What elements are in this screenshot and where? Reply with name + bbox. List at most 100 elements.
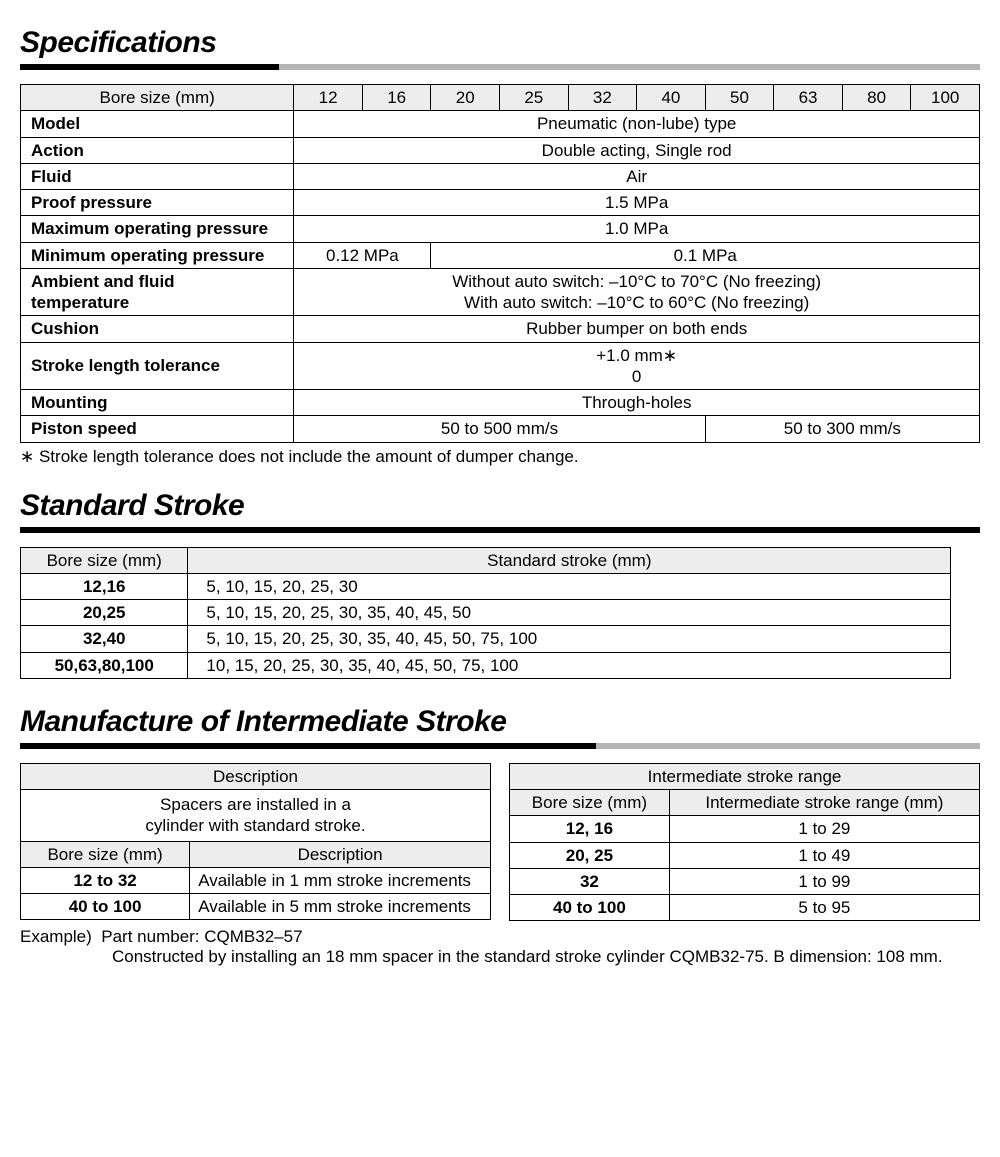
inter-left-row: 12 to 32 Available in 1 mm stroke increm… bbox=[21, 867, 491, 893]
stroke-values: 10, 15, 20, 25, 30, 35, 40, 45, 50, 75, … bbox=[188, 652, 951, 678]
stroke-row: 12,16 5, 10, 15, 20, 25, 30 bbox=[21, 573, 951, 599]
spec-row-piston: Piston speed 50 to 500 mm/s 50 to 300 mm… bbox=[21, 416, 980, 442]
example-line1: Part number: CQMB32–57 bbox=[101, 927, 302, 946]
stroke-rule-black bbox=[20, 527, 980, 533]
stroke-table: Bore size (mm) Standard stroke (mm) 12,1… bbox=[20, 547, 951, 679]
inter-right-range: 1 to 29 bbox=[669, 816, 979, 842]
row-value: Through-holes bbox=[294, 390, 980, 416]
stroke-values: 5, 10, 15, 20, 25, 30, 35, 40, 45, 50 bbox=[188, 600, 951, 626]
row-value: 1.0 MPa bbox=[294, 216, 980, 242]
row-value: Without auto switch: –10°C to 70°C (No f… bbox=[294, 268, 980, 316]
row-label: Maximum operating pressure bbox=[21, 216, 294, 242]
bore-col: 50 bbox=[705, 85, 774, 111]
inter-rule bbox=[20, 743, 980, 749]
inter-right-range: 5 to 95 bbox=[669, 895, 979, 921]
row-value: 1.5 MPa bbox=[294, 190, 980, 216]
bore-col: 32 bbox=[568, 85, 637, 111]
spec-row-minop: Minimum operating pressure 0.12 MPa 0.1 … bbox=[21, 242, 980, 268]
inter-right-table: Intermediate stroke range Bore size (mm)… bbox=[509, 763, 980, 922]
stroke-heading: Standard Stroke bbox=[20, 489, 980, 523]
inter-heading: Manufacture of Intermediate Stroke bbox=[20, 705, 980, 739]
inter-right-header: Intermediate stroke range bbox=[510, 763, 980, 789]
row-value: 50 to 500 mm/s bbox=[294, 416, 705, 442]
example-label: Example) bbox=[20, 927, 92, 946]
stroke-row: 50,63,80,100 10, 15, 20, 25, 30, 35, 40,… bbox=[21, 652, 951, 678]
stroke-row: 20,25 5, 10, 15, 20, 25, 30, 35, 40, 45,… bbox=[21, 600, 951, 626]
inter-right-bore: 12, 16 bbox=[510, 816, 670, 842]
inter-two-col: Description Spacers are installed in a c… bbox=[20, 763, 980, 922]
inter-left-header: Description bbox=[21, 763, 491, 789]
inter-left: Description Spacers are installed in a c… bbox=[20, 763, 491, 921]
row-label: Ambient and fluid temperature bbox=[21, 268, 294, 316]
inter-left-desc: Available in 5 mm stroke increments bbox=[190, 894, 491, 920]
stroke-col-strokes: Standard stroke (mm) bbox=[188, 547, 951, 573]
stroketol-line2: 0 bbox=[300, 366, 973, 387]
inter-left-row: 40 to 100 Available in 5 mm stroke incre… bbox=[21, 894, 491, 920]
inter-right: Intermediate stroke range Bore size (mm)… bbox=[509, 763, 980, 922]
temp-line2: With auto switch: –10°C to 60°C (No free… bbox=[300, 292, 973, 313]
stroketol-line1: +1.0 mm∗ bbox=[300, 345, 973, 366]
spec-table: Bore size (mm) 12 16 20 25 32 40 50 63 8… bbox=[20, 84, 980, 443]
spec-row-action: Action Double acting, Single rod bbox=[21, 137, 980, 163]
row-label: Fluid bbox=[21, 163, 294, 189]
stroke-col-bore: Bore size (mm) bbox=[21, 547, 188, 573]
spec-row-maxop: Maximum operating pressure 1.0 MPa bbox=[21, 216, 980, 242]
temp-line1: Without auto switch: –10°C to 70°C (No f… bbox=[300, 271, 973, 292]
inter-right-range: 1 to 99 bbox=[669, 868, 979, 894]
row-label: Piston speed bbox=[21, 416, 294, 442]
bore-col: 40 bbox=[637, 85, 706, 111]
spec-rule bbox=[20, 64, 980, 70]
stroke-rule bbox=[20, 527, 980, 533]
row-label: Mounting bbox=[21, 390, 294, 416]
row-label: Model bbox=[21, 111, 294, 137]
spec-row-stroketol: Stroke length tolerance +1.0 mm∗ 0 bbox=[21, 342, 980, 390]
spec-row-cushion: Cushion Rubber bumper on both ends bbox=[21, 316, 980, 342]
row-label: Stroke length tolerance bbox=[21, 342, 294, 390]
inter-right-row: 12, 16 1 to 29 bbox=[510, 816, 980, 842]
row-label: Proof pressure bbox=[21, 190, 294, 216]
inter-right-col1: Bore size (mm) bbox=[510, 790, 670, 816]
bore-col: 25 bbox=[500, 85, 569, 111]
row-label: Minimum operating pressure bbox=[21, 242, 294, 268]
stroke-bore: 50,63,80,100 bbox=[21, 652, 188, 678]
stroke-row: 32,40 5, 10, 15, 20, 25, 30, 35, 40, 45,… bbox=[21, 626, 951, 652]
inter-rule-black bbox=[20, 743, 596, 749]
inter-right-row: 20, 25 1 to 49 bbox=[510, 842, 980, 868]
inter-rule-grey bbox=[596, 743, 980, 749]
inter-left-col1: Bore size (mm) bbox=[21, 841, 190, 867]
spec-row-model: Model Pneumatic (non-lube) type bbox=[21, 111, 980, 137]
stroke-bore: 20,25 bbox=[21, 600, 188, 626]
row-value: 0.12 MPa bbox=[294, 242, 431, 268]
row-value: Pneumatic (non-lube) type bbox=[294, 111, 980, 137]
example-line2: Constructed by installing an 18 mm space… bbox=[112, 947, 980, 967]
row-label: Cushion bbox=[21, 316, 294, 342]
spec-rule-grey bbox=[279, 64, 980, 70]
inter-right-range: 1 to 49 bbox=[669, 842, 979, 868]
bore-col: 20 bbox=[431, 85, 500, 111]
inter-left-bore: 12 to 32 bbox=[21, 867, 190, 893]
bore-label: Bore size (mm) bbox=[21, 85, 294, 111]
inter-right-col2: Intermediate stroke range (mm) bbox=[669, 790, 979, 816]
inter-left-bore: 40 to 100 bbox=[21, 894, 190, 920]
inter-right-bore: 20, 25 bbox=[510, 842, 670, 868]
bore-col: 100 bbox=[911, 85, 980, 111]
bore-col: 63 bbox=[774, 85, 843, 111]
bore-col: 16 bbox=[362, 85, 431, 111]
spec-row-temp: Ambient and fluid temperature Without au… bbox=[21, 268, 980, 316]
row-value: Rubber bumper on both ends bbox=[294, 316, 980, 342]
stroke-values: 5, 10, 15, 20, 25, 30, 35, 40, 45, 50, 7… bbox=[188, 626, 951, 652]
bore-col: 12 bbox=[294, 85, 363, 111]
row-value: Double acting, Single rod bbox=[294, 137, 980, 163]
inter-left-table: Description Spacers are installed in a c… bbox=[20, 763, 491, 921]
bore-col: 80 bbox=[842, 85, 911, 111]
stroke-bore: 32,40 bbox=[21, 626, 188, 652]
example-block: Example) Part number: CQMB32–57 Construc… bbox=[20, 927, 980, 967]
spec-row-mounting: Mounting Through-holes bbox=[21, 390, 980, 416]
inter-right-row: 32 1 to 99 bbox=[510, 868, 980, 894]
stroke-header-row: Bore size (mm) Standard stroke (mm) bbox=[21, 547, 951, 573]
row-label: Action bbox=[21, 137, 294, 163]
inter-left-desc: Available in 1 mm stroke increments bbox=[190, 867, 491, 893]
inter-left-col2: Description bbox=[190, 841, 491, 867]
spec-row-fluid: Fluid Air bbox=[21, 163, 980, 189]
inter-right-bore: 32 bbox=[510, 868, 670, 894]
